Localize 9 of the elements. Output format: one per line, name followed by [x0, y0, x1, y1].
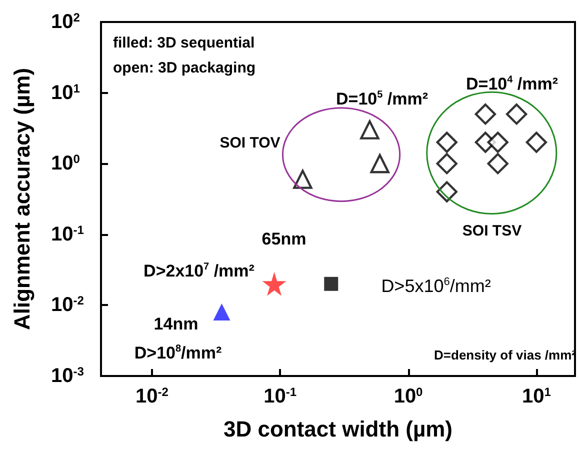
annotation: SOI TSV: [462, 222, 522, 240]
annotation: D=density of vias /mm²: [434, 348, 577, 362]
annotation: open: 3D packaging: [113, 60, 256, 76]
y-axis-title: Alignment accuracy (µm): [10, 68, 34, 330]
annotation: filled: 3D sequential: [113, 34, 255, 52]
x-axis-title: 3D contact width (µm): [223, 416, 453, 442]
annotation: SOI TOV: [220, 134, 280, 152]
annotation: 65nm: [262, 230, 306, 248]
annotation: 14nm: [154, 314, 198, 334]
